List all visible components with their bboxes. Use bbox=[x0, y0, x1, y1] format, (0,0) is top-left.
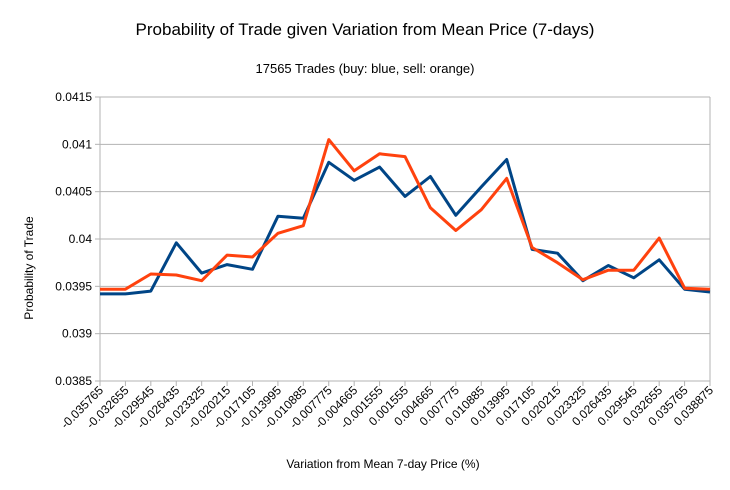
y-tick-label: 0.041 bbox=[62, 137, 92, 151]
y-axis-label: Probability of Trade bbox=[22, 216, 36, 320]
gridlines bbox=[99, 96, 711, 382]
y-tick-label: 0.039 bbox=[62, 327, 92, 341]
y-tick-label: 0.04 bbox=[69, 232, 93, 246]
y-tick-label: 0.0395 bbox=[55, 279, 92, 293]
y-tick-label: 0.0385 bbox=[55, 374, 92, 388]
series-line-1 bbox=[100, 138, 711, 291]
series-line-0 bbox=[100, 158, 711, 296]
chart-subtitle: 17565 Trades (buy: blue, sell: orange) bbox=[256, 61, 475, 76]
x-axis-ticks: -0.035765-0.032655-0.029545-0.026435-0.0… bbox=[58, 381, 716, 431]
y-axis-ticks: 0.0385 0.039 0.0395 0.04 0.0405 0.041 0.0415 bbox=[55, 90, 100, 388]
y-tick-label: 0.0415 bbox=[55, 90, 92, 104]
y-tick-label: 0.0405 bbox=[55, 185, 92, 199]
x-axis-label: Variation from Mean 7-day Price (%) bbox=[286, 457, 479, 471]
series-lines bbox=[100, 138, 711, 296]
chart-title: Probability of Trade given Variation fro… bbox=[136, 20, 595, 39]
